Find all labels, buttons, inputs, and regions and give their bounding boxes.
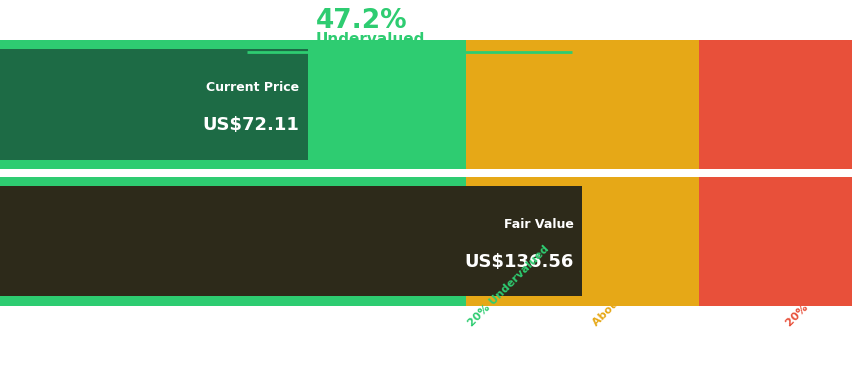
Text: Current Price: Current Price [205, 81, 299, 94]
Bar [465, 40, 698, 169]
Bar [0, 49, 308, 160]
Text: About Right: About Right [590, 269, 650, 328]
Text: Undervalued: Undervalued [315, 32, 424, 48]
Bar [0, 177, 465, 306]
Bar [698, 40, 852, 169]
Bar [0, 186, 582, 296]
Text: 20% Overvalued: 20% Overvalued [784, 249, 852, 328]
Text: 47.2%: 47.2% [315, 8, 406, 34]
Text: Fair Value: Fair Value [504, 218, 573, 231]
Bar [0, 40, 465, 169]
Bar [698, 177, 852, 306]
Text: 20% Undervalued: 20% Undervalued [465, 244, 550, 328]
Text: US$72.11: US$72.11 [202, 116, 299, 135]
Bar [465, 177, 698, 306]
Text: US$136.56: US$136.56 [464, 253, 573, 271]
